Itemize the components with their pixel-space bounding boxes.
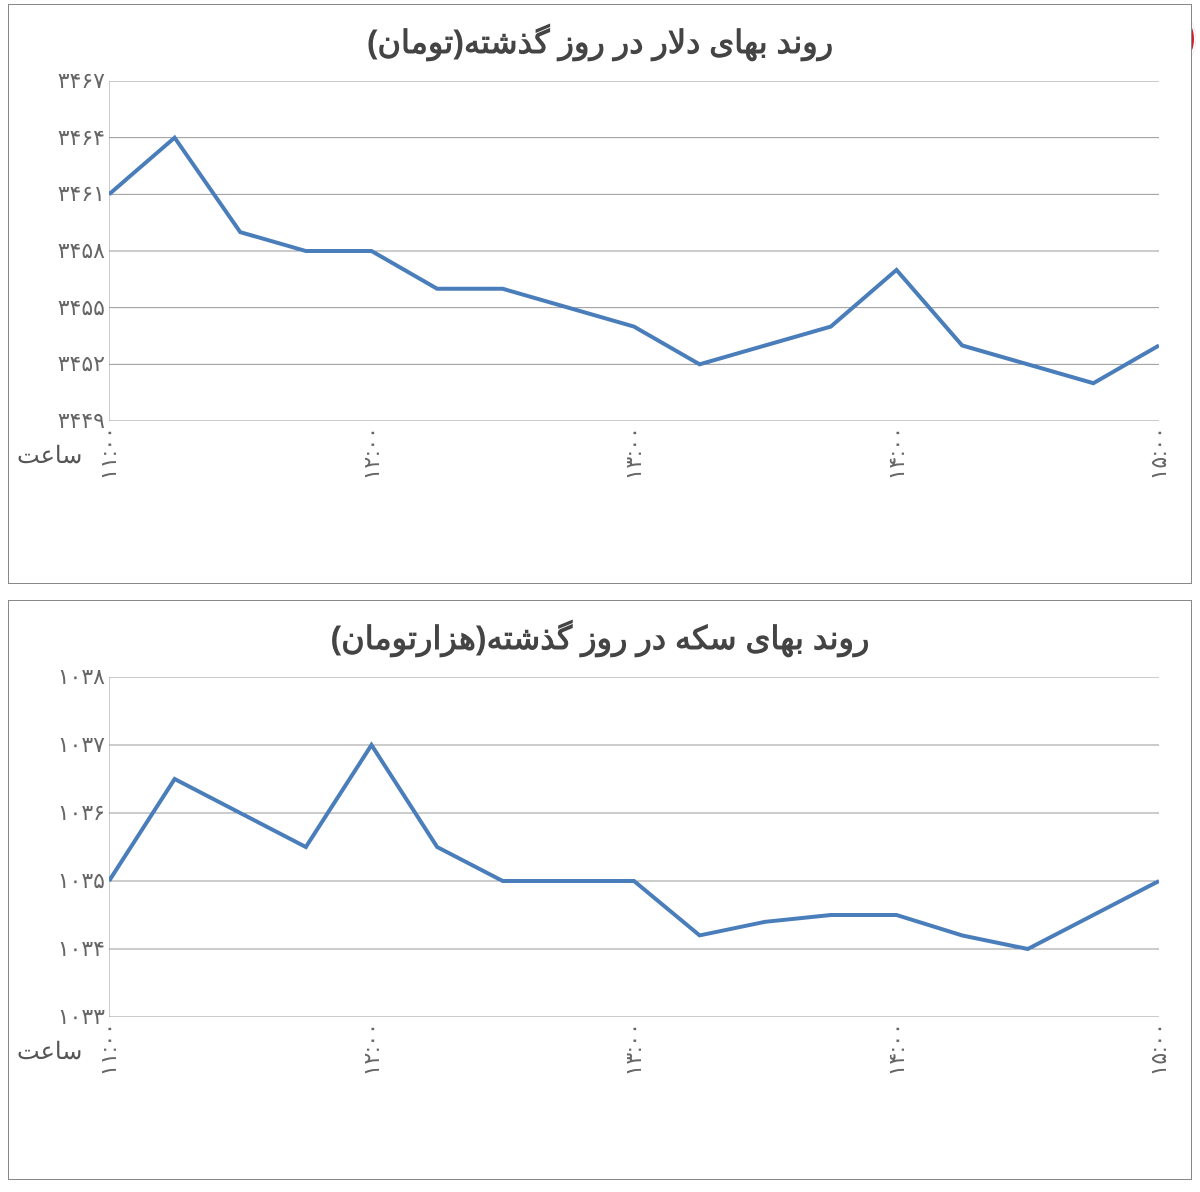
y-tick-label: ۱۰۳۴ (17, 936, 105, 962)
y-tick-label: ۳۴۵۲ (17, 351, 105, 377)
x-tick-label: ۱۲:۰۰ (359, 1023, 385, 1076)
y-tick-label: ۱۰۳۸ (17, 664, 105, 690)
chart-coin-plot (109, 677, 1159, 1017)
chart-coin-plot-wrap: ۱۰۳۸۱۰۳۷۱۰۳۶۱۰۳۵۱۰۳۴۱۰۳۳ ۱۱:۰۰۱۲:۰۰۱۳:۰۰… (109, 677, 1171, 1017)
y-tick-label: ۱۰۳۵ (17, 868, 105, 894)
x-tick-label: ۱۱:۰۰ (96, 1023, 122, 1076)
chart-coin-x-label: ساعت (17, 1037, 82, 1066)
y-tick-label: ۱۰۳۷ (17, 732, 105, 758)
chart-coin-x-axis: ۱۱:۰۰۱۲:۰۰۱۳:۰۰۱۴:۰۰۱۵:۰۰ (109, 1023, 1159, 1105)
y-tick-label: ۱۰۳۶ (17, 800, 105, 826)
x-tick-label: ۱۵:۰۰ (1146, 427, 1172, 480)
x-tick-label: ۱۲:۰۰ (359, 427, 385, 480)
y-tick-label: ۳۴۴۹ (17, 408, 105, 434)
x-tick-label: ۱۱:۰۰ (96, 427, 122, 480)
chart-dollar-panel: روند بهای دلار در روز گذشته(تومان) ۳۴۶۷۳… (8, 4, 1192, 584)
chart-coin-title: روند بهای سکه در روز گذشته(هزارتومان) (9, 619, 1191, 657)
y-tick-label: ۳۴۵۵ (17, 295, 105, 321)
page-root: فرادید روند بهای دلار در روز گذشته(تومان… (0, 0, 1200, 1192)
series-line (109, 138, 1159, 384)
x-tick-label: ۱۵:۰۰ (1146, 1023, 1172, 1076)
y-tick-label: ۳۴۶۷ (17, 68, 105, 94)
chart-dollar-x-axis: ۱۱:۰۰۱۲:۰۰۱۳:۰۰۱۴:۰۰۱۵:۰۰ (109, 427, 1159, 509)
x-tick-label: ۱۳:۰۰ (621, 1023, 647, 1076)
x-tick-label: ۱۳:۰۰ (621, 427, 647, 480)
chart-dollar-plot (109, 81, 1159, 421)
y-tick-label: ۳۴۶۱ (17, 181, 105, 207)
y-tick-label: ۱۰۳۳ (17, 1004, 105, 1030)
chart-dollar-plot-wrap: ۳۴۶۷۳۴۶۴۳۴۶۱۳۴۵۸۳۴۵۵۳۴۵۲۳۴۴۹ ۱۱:۰۰۱۲:۰۰۱… (109, 81, 1171, 421)
x-tick-label: ۱۴:۰۰ (884, 1023, 910, 1076)
chart-coin-y-axis: ۱۰۳۸۱۰۳۷۱۰۳۶۱۰۳۵۱۰۳۴۱۰۳۳ (17, 677, 105, 1017)
x-tick-label: ۱۴:۰۰ (884, 427, 910, 480)
chart-dollar-title: روند بهای دلار در روز گذشته(تومان) (9, 23, 1191, 61)
chart-dollar-y-axis: ۳۴۶۷۳۴۶۴۳۴۶۱۳۴۵۸۳۴۵۵۳۴۵۲۳۴۴۹ (17, 81, 105, 421)
series-line (109, 745, 1159, 949)
chart-dollar-x-label: ساعت (17, 441, 82, 470)
y-tick-label: ۳۴۶۴ (17, 125, 105, 151)
y-tick-label: ۳۴۵۸ (17, 238, 105, 264)
chart-coin-panel: روند بهای سکه در روز گذشته(هزارتومان) ۱۰… (8, 600, 1192, 1180)
